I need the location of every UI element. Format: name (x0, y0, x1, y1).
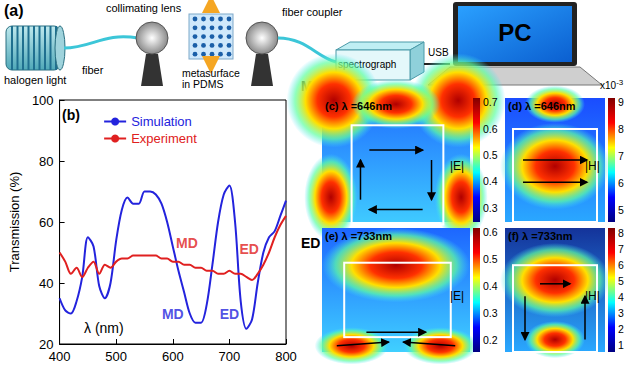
html-text:0.3: 0.3 (483, 201, 498, 214)
svg-text:ED: ED (220, 306, 239, 322)
html-text:3: 3 (618, 306, 624, 319)
html-text:0.7: 0.7 (483, 96, 498, 109)
svg-text:500: 500 (105, 349, 127, 364)
html-text:(c) λ =646nm: (c) λ =646nm (325, 100, 392, 112)
svg-text:λ (nm): λ (nm) (84, 320, 124, 336)
html-text:1: 1 (618, 338, 624, 351)
html-text:halogen light: halogen light (4, 74, 67, 86)
svg-text:60: 60 (39, 215, 53, 230)
html-text:in PDMS: in PDMS (182, 78, 224, 90)
html-text:fiber: fiber (82, 64, 104, 76)
html-text:0.3: 0.3 (483, 307, 498, 320)
svg-text:Experiment: Experiment (131, 131, 197, 146)
html-text:5: 5 (618, 275, 624, 287)
html-text:|E|: |E| (450, 289, 465, 303)
svg-text:MD: MD (162, 306, 184, 322)
html-text:2: 2 (618, 322, 624, 335)
html-text:5: 5 (618, 204, 624, 217)
svg-text:MD: MD (176, 235, 198, 251)
svg-text:(b): (b) (62, 107, 80, 123)
html-text:ED: ED (301, 235, 321, 251)
svg-text:800: 800 (275, 349, 297, 364)
html-text:0.6: 0.6 (483, 226, 498, 239)
svg-text:400: 400 (49, 349, 71, 364)
html-text:6: 6 (618, 259, 624, 272)
svg-text:Transmission (%): Transmission (%) (7, 172, 22, 273)
html-text:4: 4 (618, 290, 624, 303)
html-text:metasurface: metasurface (182, 67, 240, 79)
svg-text:700: 700 (219, 349, 241, 364)
html-text:spectrograph: spectrograph (338, 59, 397, 70)
html-text:6: 6 (618, 177, 624, 190)
html-text:collimating lens: collimating lens (106, 2, 182, 14)
html-text:0.4: 0.4 (483, 280, 498, 293)
html-text:9: 9 (618, 96, 624, 109)
html-text:0.4: 0.4 (483, 175, 498, 188)
html-text:0.2: 0.2 (483, 334, 498, 347)
html-text:0.6: 0.6 (483, 122, 498, 135)
html-text:PC: PC (498, 19, 532, 46)
svg-text:100: 100 (32, 93, 54, 108)
svg-text:600: 600 (162, 349, 184, 364)
svg-text:ED: ED (239, 241, 258, 257)
html-text:x10-3: x10-3 (600, 78, 624, 92)
html-text:0.5: 0.5 (483, 149, 498, 161)
svg-text:Simulation: Simulation (131, 114, 192, 129)
html-text:8: 8 (618, 123, 624, 136)
html-text:(f) λ =733nm: (f) λ =733nm (508, 230, 573, 242)
html-text:MD: MD (301, 78, 323, 94)
html-text:|H|: |H| (585, 289, 600, 303)
html-text:|H|: |H| (585, 159, 600, 173)
html-text:7: 7 (618, 243, 624, 256)
html-text:(d) λ =646nm: (d) λ =646nm (508, 100, 576, 112)
svg-text:40: 40 (39, 276, 53, 291)
html-text:7: 7 (618, 150, 624, 163)
html-text:fiber coupler: fiber coupler (282, 6, 343, 18)
html-text:0.5: 0.5 (483, 253, 498, 266)
html-text:(e) λ =733nm: (e) λ =733nm (325, 230, 392, 242)
svg-text:20: 20 (39, 336, 54, 352)
html-text:(a): (a) (4, 2, 24, 19)
html-text:USB: USB (428, 47, 449, 58)
html-text:|E|: |E| (450, 159, 465, 173)
svg-text:80: 80 (39, 154, 53, 169)
html-text:8: 8 (618, 227, 624, 240)
